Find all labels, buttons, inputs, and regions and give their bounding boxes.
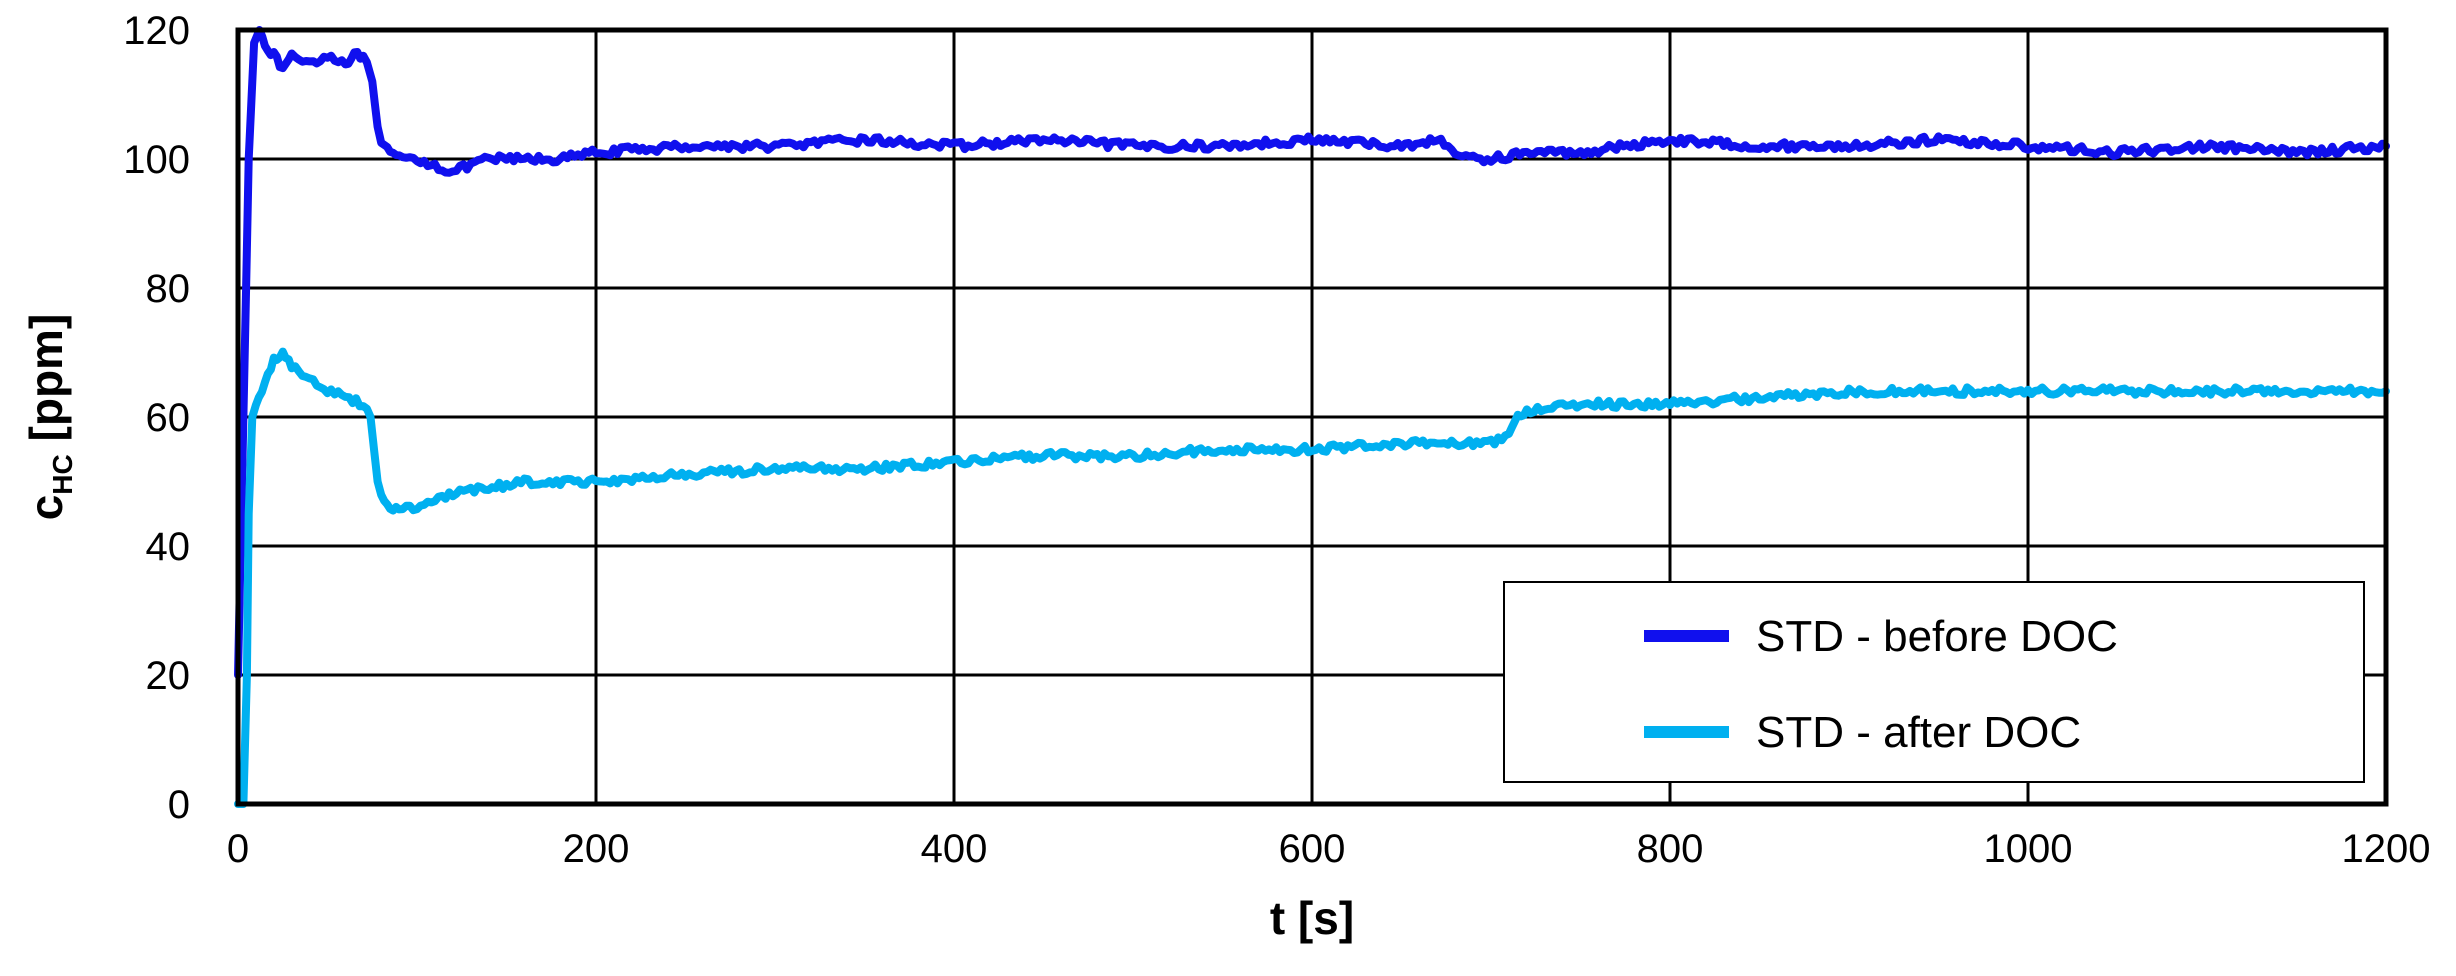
x-tick-label-1200: 1200 xyxy=(2342,827,2431,871)
y-tick-label-20: 20 xyxy=(146,654,191,698)
x-tick-labels: 0 200 400 600 800 1000 1200 xyxy=(227,827,2431,871)
x-tick-label-600: 600 xyxy=(1279,827,1346,871)
series-layer xyxy=(234,26,2390,808)
legend-label-after-doc: STD - after DOC xyxy=(1756,708,2081,757)
legend-label-before-doc: STD - before DOC xyxy=(1756,612,2118,661)
gridlines xyxy=(238,30,2386,804)
y-axis-title-unit: [ppm] xyxy=(20,314,72,455)
x-tick-label-200: 200 xyxy=(563,827,630,871)
x-tick-label-800: 800 xyxy=(1637,827,1704,871)
x-tick-label-1000: 1000 xyxy=(1984,827,2073,871)
y-tick-labels: 0 20 40 60 80 100 120 xyxy=(123,9,190,827)
y-axis-title-main: c xyxy=(20,495,72,521)
series-line-1 xyxy=(234,347,2390,808)
series-line-0 xyxy=(234,26,2390,679)
legend-box xyxy=(1503,581,2365,783)
y-tick-label-40: 40 xyxy=(146,525,191,569)
plot-frame xyxy=(235,27,2389,807)
legend: STD - before DOC STD - after DOC xyxy=(1503,581,2365,783)
x-tick-label-400: 400 xyxy=(921,827,988,871)
y-tick-label-100: 100 xyxy=(123,138,190,182)
y-tick-label-0: 0 xyxy=(168,783,190,827)
x-tick-label-0: 0 xyxy=(227,827,249,871)
y-tick-label-80: 80 xyxy=(146,267,191,311)
y-axis-title-subscript: HC xyxy=(47,454,78,494)
x-axis-title: t [s] xyxy=(1270,892,1354,944)
y-tick-label-120: 120 xyxy=(123,9,190,53)
y-axis-title: cHC [ppm] xyxy=(20,314,78,521)
y-tick-label-60: 60 xyxy=(146,396,191,440)
